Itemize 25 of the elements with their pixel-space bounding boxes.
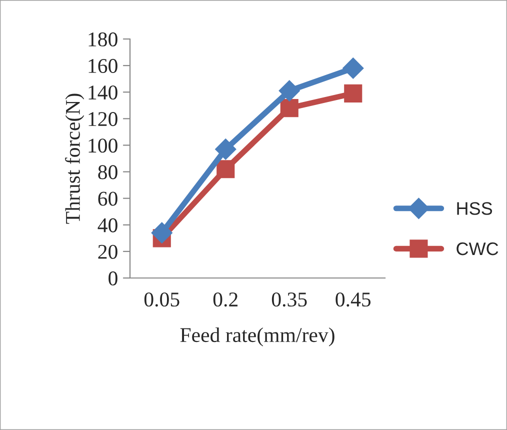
x-tick-label: 0.35	[272, 292, 307, 307]
point	[280, 99, 298, 118]
y-tick-label: 80	[98, 165, 118, 180]
x-tick-label: 0.45	[336, 292, 371, 307]
point	[344, 84, 362, 102]
y-tick-label: 100	[88, 138, 118, 153]
x-axis-title: Feed rate(mm/rev)	[180, 327, 334, 346]
y-tick-label: 160	[88, 58, 118, 73]
y-axis-title: Thrust force(N)	[65, 94, 84, 224]
y-tick-label: 0	[108, 271, 118, 286]
y-tick-label: 60	[98, 192, 118, 206]
legend-label: HSS	[457, 202, 492, 215]
y-tick-label: 20	[98, 244, 118, 259]
y-tick-label: 120	[88, 112, 118, 126]
x-tick-label: 0.2	[213, 292, 238, 307]
point	[278, 80, 300, 102]
point	[151, 222, 172, 244]
y-tick-label: 180	[88, 32, 118, 46]
x-tick-label: 0.05	[144, 292, 180, 307]
point	[216, 160, 235, 178]
point	[342, 58, 364, 79]
y-tick-label: 140	[88, 85, 118, 100]
legend-label: CWC	[456, 242, 498, 256]
y-tick-label: 40	[98, 218, 118, 232]
point	[215, 138, 236, 160]
